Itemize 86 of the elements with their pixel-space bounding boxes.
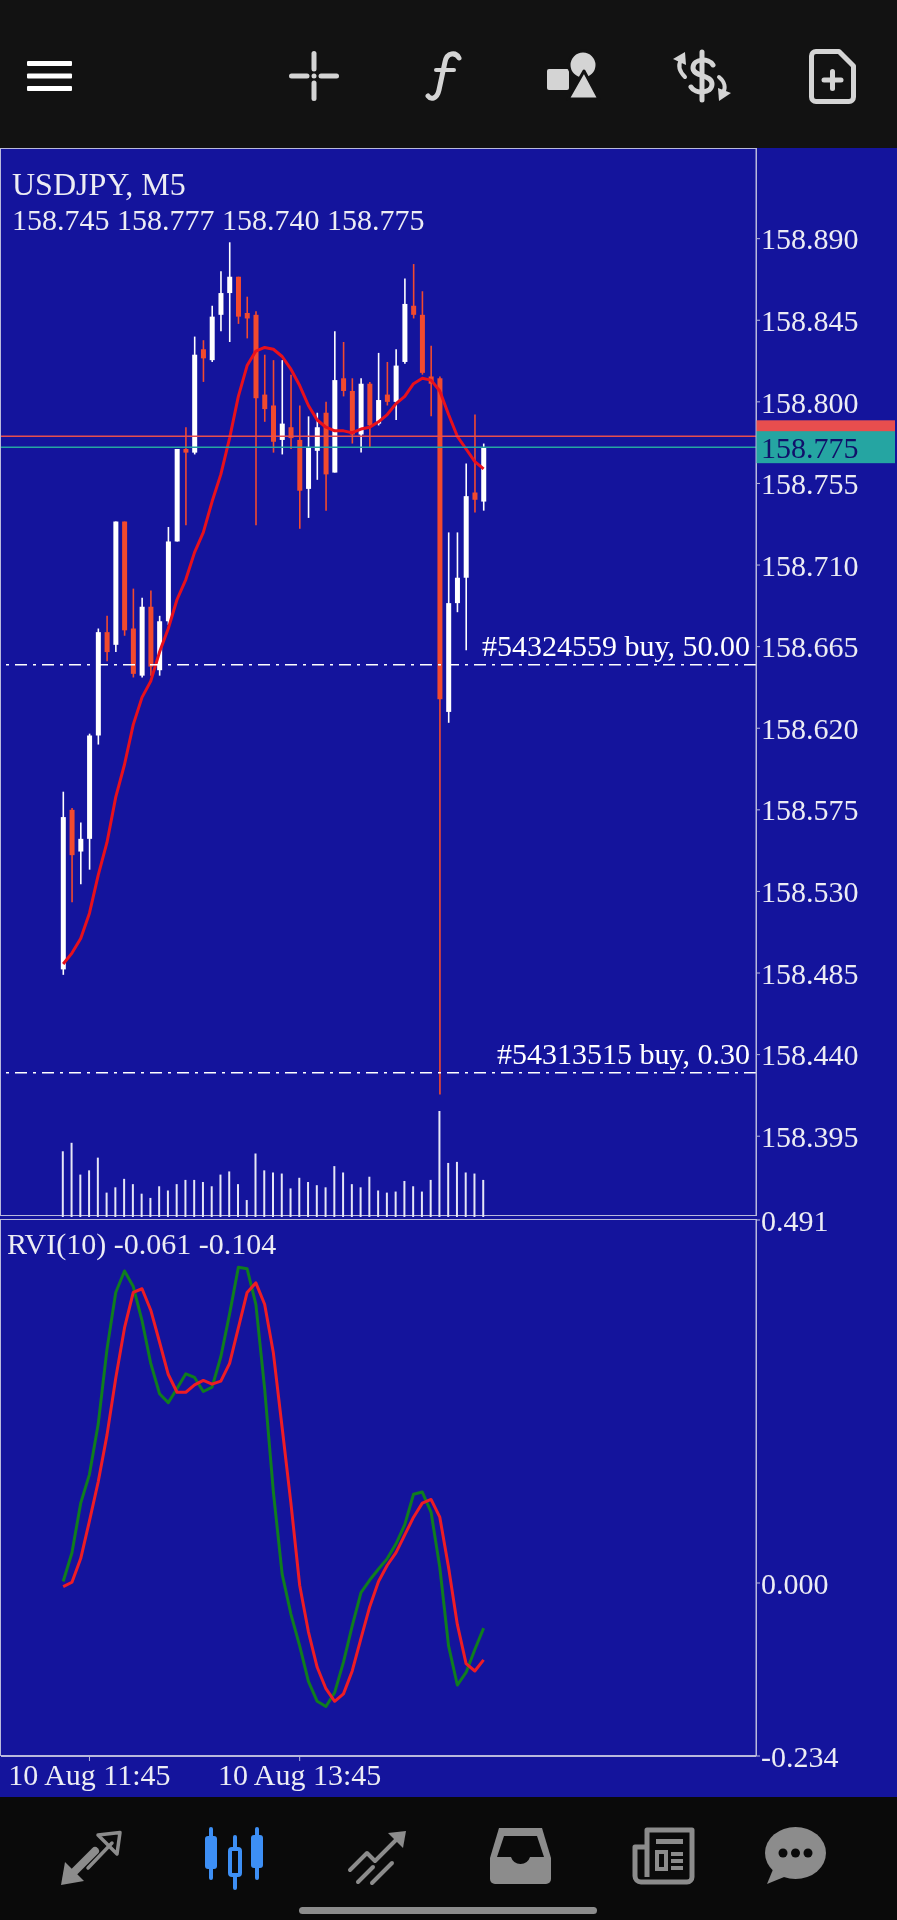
y-tick-label: 158.530 — [761, 875, 859, 909]
bar — [298, 1177, 301, 1217]
bar — [280, 1173, 283, 1217]
text: 158.745 158.777 158.740 158.775 — [12, 203, 425, 236]
bar — [105, 1192, 108, 1217]
bar — [175, 1184, 178, 1217]
candlestick — [104, 615, 110, 662]
bar — [289, 1188, 292, 1217]
bar — [149, 1197, 152, 1217]
bar — [201, 1182, 204, 1217]
bar — [140, 1193, 143, 1217]
bar — [333, 1166, 336, 1217]
bar — [131, 1184, 134, 1217]
ref-line-label: #54324559 buy, 50.00 — [481, 628, 750, 662]
y-tick-label: 158.395 — [761, 1119, 859, 1153]
candlestick — [244, 295, 250, 340]
bar — [96, 1157, 99, 1217]
ref-line-label: #54313515 buy, 0.30 — [496, 1036, 750, 1070]
candlestick — [78, 821, 84, 885]
y-tick-label: 158.440 — [761, 1038, 859, 1072]
bar — [272, 1172, 275, 1217]
bar — [219, 1174, 222, 1217]
bar — [70, 1142, 73, 1217]
bar — [420, 1191, 423, 1217]
bar — [193, 1179, 196, 1217]
candlestick — [384, 361, 390, 407]
bar — [315, 1185, 318, 1217]
y-tick-label: 158.620 — [761, 711, 859, 745]
bar — [359, 1187, 362, 1217]
bar — [228, 1171, 231, 1217]
bar — [403, 1180, 406, 1217]
bar — [184, 1179, 187, 1217]
y-tick-label: 0.000 — [761, 1566, 829, 1600]
chart-title: RVI(10) -0.061 -0.104 — [7, 1227, 277, 1260]
bar — [368, 1176, 371, 1217]
bar — [123, 1178, 126, 1217]
bar — [210, 1186, 213, 1217]
bar — [263, 1170, 266, 1217]
bar — [429, 1179, 432, 1217]
bar — [166, 1190, 169, 1217]
candlestick — [183, 426, 189, 526]
bar — [114, 1187, 117, 1217]
y-tick-label: 158.755 — [761, 467, 859, 501]
candlestick — [218, 270, 224, 332]
bar — [324, 1187, 327, 1217]
candlestick — [472, 413, 478, 514]
bar — [158, 1186, 161, 1217]
bar — [385, 1192, 388, 1217]
bar — [342, 1172, 345, 1217]
bar — [307, 1182, 310, 1217]
y-tick-label: 158.710 — [761, 548, 859, 582]
bar — [455, 1161, 458, 1217]
candlestick — [411, 263, 417, 320]
bar — [482, 1179, 485, 1217]
y-tick-label: 158.890 — [761, 222, 859, 256]
y-tick-label: 158.665 — [761, 630, 859, 664]
x-tick-label: 10 Aug 13:45 — [217, 1758, 382, 1792]
candlestick — [279, 359, 285, 456]
y-tick-label: 158.845 — [761, 303, 859, 337]
bar — [61, 1151, 64, 1217]
y-tick-label: 158.485 — [761, 956, 859, 990]
candlestick — [262, 353, 268, 423]
candlestick — [200, 339, 206, 383]
x-tick-label: 10 Aug 11:45 — [8, 1758, 171, 1792]
bar — [79, 1174, 82, 1217]
bar — [447, 1162, 450, 1217]
bar — [350, 1184, 353, 1217]
candlestick — [341, 341, 347, 398]
bar — [473, 1173, 476, 1217]
candlestick — [288, 373, 294, 450]
bar — [464, 1172, 467, 1217]
y-tick-label: -0.234 — [761, 1739, 839, 1773]
y-tick-label: 0.491 — [761, 1203, 829, 1237]
candlestick — [227, 241, 233, 343]
y-tick-label: 158.575 — [761, 793, 859, 827]
bar — [394, 1191, 397, 1217]
ref-line-label: 158.775 — [761, 430, 859, 464]
text: USDJPY, M5 — [12, 166, 186, 202]
bar — [438, 1111, 441, 1217]
y-tick-label: 158.800 — [761, 385, 859, 419]
bar — [236, 1184, 239, 1217]
bar — [88, 1170, 91, 1217]
bar — [245, 1200, 248, 1217]
bar — [412, 1186, 415, 1217]
bar — [254, 1153, 257, 1217]
bar — [377, 1190, 380, 1217]
